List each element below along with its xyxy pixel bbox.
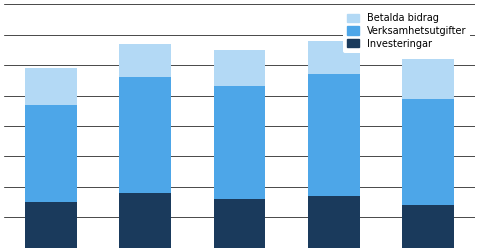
Bar xyxy=(214,50,265,86)
Bar xyxy=(25,105,77,202)
Bar xyxy=(402,205,454,248)
Bar xyxy=(25,68,77,105)
Bar xyxy=(119,44,171,77)
Bar xyxy=(214,86,265,199)
Bar xyxy=(119,77,171,193)
Bar xyxy=(308,196,360,248)
Bar xyxy=(308,41,360,74)
Bar xyxy=(402,99,454,205)
Bar xyxy=(214,199,265,248)
Bar xyxy=(25,202,77,248)
Bar xyxy=(119,193,171,248)
Bar xyxy=(308,74,360,196)
Bar xyxy=(402,59,454,99)
Legend: Betalda bidrag, Verksamhetsutgifter, Investeringar: Betalda bidrag, Verksamhetsutgifter, Inv… xyxy=(343,9,470,53)
